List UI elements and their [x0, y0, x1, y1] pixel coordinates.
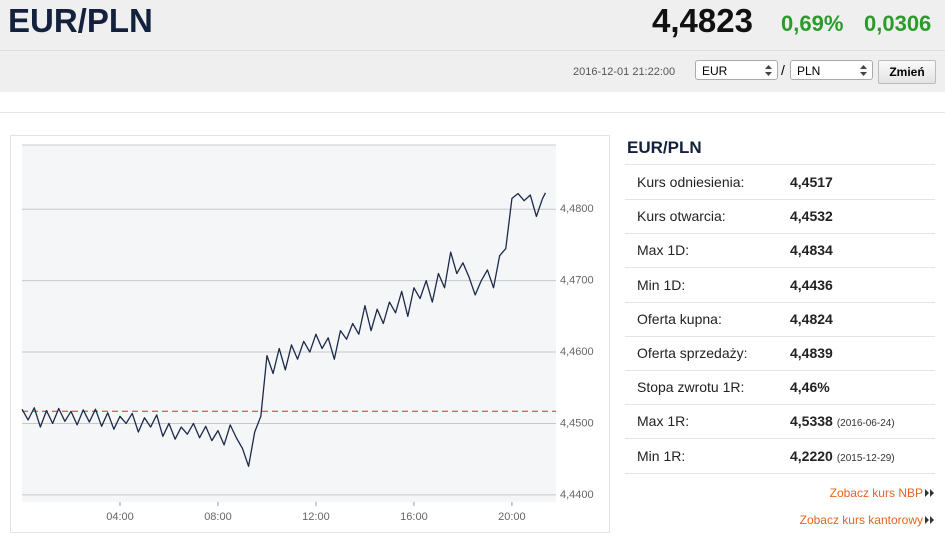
row-value: 4,4532	[790, 208, 833, 224]
change-abs: 0,0306	[864, 11, 932, 36]
price: 4,4823	[652, 2, 753, 39]
row-divider	[625, 233, 935, 235]
y-tick-label: 4,4800	[560, 203, 594, 215]
timestamp: 2016-12-01 21:22:00	[573, 66, 676, 78]
exchange-link[interactable]: Zobacz kurs kantorowy	[799, 513, 923, 527]
value: 4,46%	[790, 379, 830, 396]
price-line	[21, 192, 547, 467]
row-label: Kurs otwarcia:	[637, 208, 726, 225]
date-note: (2015-12-29)	[836, 452, 895, 464]
value: 4,5338	[790, 413, 833, 430]
value: 4,2220	[790, 447, 833, 464]
row-value: 4,4517	[790, 174, 833, 190]
row-divider	[625, 267, 935, 269]
link-arrow	[925, 516, 934, 524]
nbp-link[interactable]: Zobacz kurs NBP	[829, 486, 923, 500]
row-value: 4,5338 (2016-06-24)	[790, 413, 895, 429]
row-value: 4,4834	[790, 242, 833, 258]
chart-frame: 4,4400 4,4500 4,4600 4,4700 4,4800 04:00 08:00…	[10, 135, 610, 533]
value: 4,4834	[790, 242, 833, 259]
value: 4,4532	[790, 208, 833, 225]
row-divider	[625, 199, 935, 200]
x-tick-label: 20:00	[498, 511, 526, 523]
x-tick-label: 04:00	[106, 511, 134, 523]
y-tick-label: 4,4400	[560, 489, 594, 501]
row-label: Stopa zwrotu 1R:	[637, 379, 745, 396]
value: 4,4436	[790, 276, 833, 293]
row-label: Min 1R:	[637, 447, 686, 464]
row-divider	[625, 438, 935, 440]
row-label: Min 1D:	[637, 276, 686, 293]
row-value: 4,4839	[790, 345, 833, 361]
change-pct: 0,69%	[781, 11, 844, 36]
value: 4,4824	[790, 310, 833, 327]
row-divider	[625, 164, 935, 165]
row-label: Kurs odniesienia:	[637, 174, 745, 190]
chart: 4,4400 4,4500 4,4600 4,4700 4,4800 04:00 08:00…	[21, 144, 594, 523]
x-tick-label: 08:00	[204, 511, 232, 523]
separator: /	[781, 62, 785, 78]
row-divider	[625, 404, 935, 406]
y-tick-label: 4,4500	[560, 417, 594, 429]
base-select[interactable]: EUR	[695, 60, 778, 80]
link-arrow	[925, 489, 934, 497]
y-tick-label: 4,4600	[560, 346, 594, 358]
divider	[0, 50, 945, 51]
value: 4,4839	[790, 345, 833, 361]
base-currency: EUR	[702, 64, 728, 78]
quote-select[interactable]: PLN	[790, 60, 873, 80]
row-divider	[625, 370, 935, 371]
row-value: 4,4436	[790, 277, 833, 293]
row-value: 4,46%	[790, 379, 830, 395]
x-tick-label: 16:00	[400, 511, 428, 523]
select-arrows	[765, 65, 772, 76]
row-label: Oferta kupna:	[637, 310, 722, 327]
row-divider	[625, 472, 935, 474]
row-value: 4,2220 (2015-12-29)	[790, 448, 895, 464]
row-divider	[625, 335, 935, 337]
pair-title: EUR/PLN	[8, 2, 153, 39]
plot-area	[22, 145, 556, 502]
value: 4,4517	[790, 174, 833, 190]
x-tick-label: 12:00	[302, 511, 330, 523]
header-bar	[0, 0, 945, 92]
select-arrows	[860, 65, 867, 76]
date-note: (2016-06-24)	[836, 418, 895, 430]
change-button[interactable]: Zmień	[878, 60, 936, 84]
row-label: Max 1R:	[637, 413, 690, 430]
y-tick-label: 4,4700	[560, 275, 594, 287]
divider	[0, 112, 945, 113]
row-value: 4,4824	[790, 311, 833, 327]
row-label: Oferta sprzedaży:	[637, 345, 748, 361]
row-label: Max 1D:	[637, 242, 690, 259]
stats-title: EUR/PLN	[627, 138, 702, 157]
row-divider	[625, 301, 935, 303]
quote-currency: PLN	[797, 64, 821, 78]
